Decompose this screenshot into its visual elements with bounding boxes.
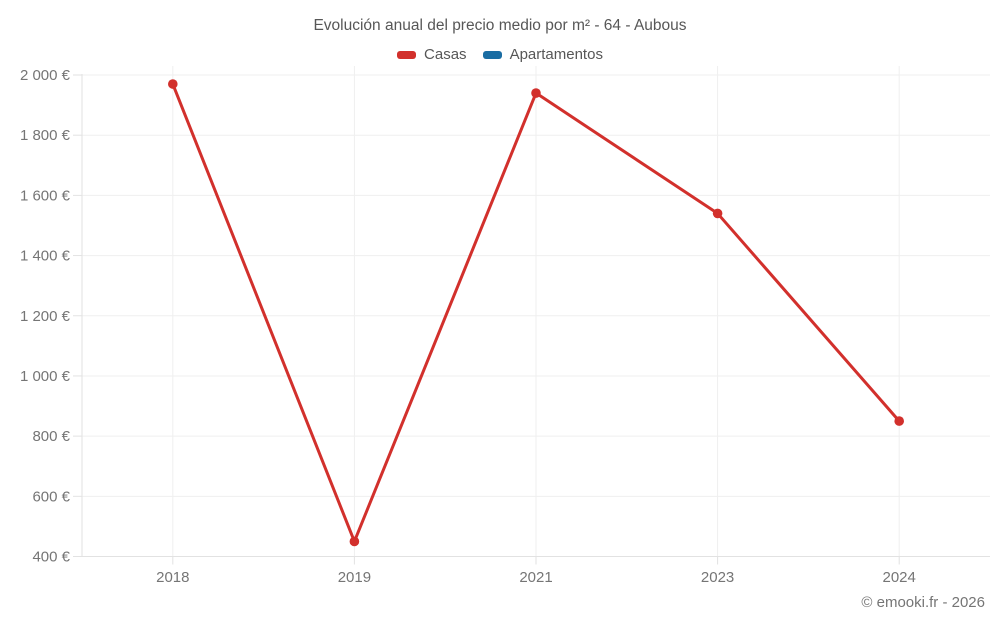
x-tick-label: 2023 <box>701 569 734 586</box>
data-point-2021[interactable] <box>531 88 541 98</box>
x-tick-label: 2024 <box>883 569 916 586</box>
y-tick-label: 800 € <box>32 428 70 445</box>
y-axis-labels: 400 € 600 € 800 € 1 000 € 1 200 € 1 400 € 1 60… <box>20 67 82 566</box>
gridlines <box>82 66 990 557</box>
y-tick-label: 1 000 € <box>20 368 71 385</box>
legend-swatch-apartamentos-icon <box>482 50 502 59</box>
y-tick-label: 600 € <box>32 488 70 505</box>
data-point-2018[interactable] <box>168 79 178 89</box>
chart-title: Evolución anual del precio medio por m² … <box>313 17 687 34</box>
y-tick-label: 1 600 € <box>20 187 71 204</box>
chart-legend: Casas Apartamentos <box>0 46 1000 63</box>
legend-label-apartamentos: Apartamentos <box>509 46 603 63</box>
data-point-2023[interactable] <box>712 208 723 219</box>
series-casas <box>168 79 904 547</box>
legend-swatch-casas-icon <box>397 50 417 59</box>
y-tick-label: 1 800 € <box>20 127 71 144</box>
y-tick-label: 1 200 € <box>20 308 71 325</box>
data-point-2019[interactable] <box>349 536 360 547</box>
y-tick-label: 1 400 € <box>20 248 71 265</box>
x-tick-label: 2019 <box>338 569 371 586</box>
x-tick-label: 2021 <box>519 569 552 586</box>
legend-item-apartamentos[interactable]: Apartamentos <box>482 46 603 63</box>
data-point-2024[interactable] <box>894 416 904 426</box>
y-tick-label: 400 € <box>32 549 70 566</box>
x-tick-label: 2018 <box>156 569 189 586</box>
y-tick-label: 2 000 € <box>20 67 71 84</box>
x-axis-labels: 2018 2019 2021 2023 2024 <box>156 556 916 586</box>
legend-item-casas[interactable]: Casas <box>397 46 467 63</box>
copyright-footer: © emooki.fr - 2026 <box>861 594 985 611</box>
legend-label-casas: Casas <box>424 46 467 63</box>
